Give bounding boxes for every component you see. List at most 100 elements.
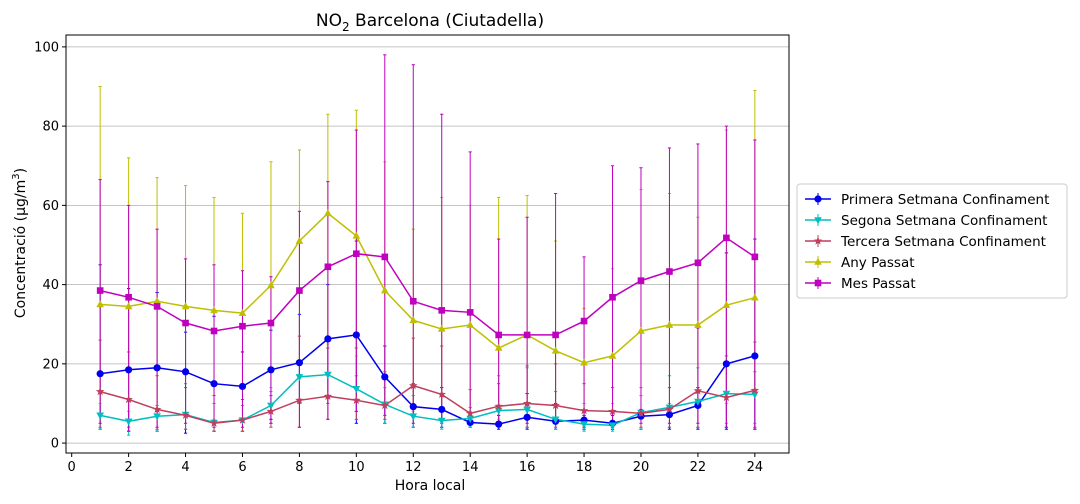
point-s1-0 — [96, 412, 104, 420]
series-lines — [99, 212, 756, 427]
x-tick-label-4: 8 — [295, 460, 303, 475]
point-s4-11 — [409, 297, 417, 305]
ylabel-end: ) — [13, 168, 29, 173]
point-s3-12 — [437, 324, 446, 332]
point-s3-8 — [324, 208, 332, 217]
x-tick-label-12: 24 — [747, 460, 764, 475]
title-main: NO — [316, 11, 342, 31]
legend-label-4: Mes Passat — [841, 276, 916, 292]
point-s1-2 — [153, 413, 161, 421]
point-s3-6 — [267, 281, 275, 289]
legend-entry-4: Mes Passat — [805, 276, 916, 292]
point-s3-17 — [580, 358, 588, 366]
point-s1-17 — [580, 421, 588, 429]
y-tick-label-1: 20 — [42, 357, 59, 372]
point-s4-16 — [552, 331, 559, 339]
point-s3-4 — [210, 306, 218, 314]
point-s4-8 — [324, 263, 332, 271]
point-s2-13 — [465, 408, 475, 418]
legend-label-1: Segona Setmana Confinament — [841, 213, 1047, 229]
point-s2-17 — [579, 406, 589, 415]
point-s2-11 — [408, 381, 418, 390]
point-s2-10 — [380, 400, 390, 410]
legend-marker-4 — [814, 279, 822, 287]
y-axis-label: Concentració (μg/m3) — [11, 168, 29, 318]
point-s3-18 — [608, 351, 617, 359]
x-tick-label-10: 20 — [633, 460, 650, 475]
point-s0-22 — [722, 360, 730, 368]
point-s2-8 — [323, 391, 333, 400]
y-tick-label-2: 40 — [42, 278, 59, 293]
point-s3-22 — [722, 300, 731, 309]
y-tick-label-4: 80 — [42, 120, 59, 135]
point-s1-21 — [694, 398, 702, 406]
x-tick-label-5: 10 — [348, 460, 365, 475]
point-s3-21 — [694, 320, 702, 328]
legend-label-3: Any Passat — [841, 255, 915, 271]
point-s3-0 — [96, 300, 104, 308]
point-s4-17 — [580, 317, 588, 325]
point-s4-15 — [523, 331, 531, 339]
point-s4-18 — [609, 293, 616, 301]
point-s4-5 — [239, 322, 246, 330]
point-s2-0 — [95, 387, 105, 396]
y-tick-label-3: 60 — [42, 199, 59, 214]
point-s2-2 — [152, 404, 162, 414]
point-s4-20 — [666, 268, 673, 275]
point-s4-12 — [438, 307, 446, 314]
point-s0-6 — [267, 366, 275, 374]
x-axis-ticks: 0 2 4 6 8 10 12 14 16 18 20 22 24 — [68, 453, 764, 475]
ylabel-superscript: 3 — [11, 173, 22, 179]
point-s1-18 — [608, 422, 617, 430]
legend-entry-1: Segona Setmana Confinament — [805, 213, 1047, 229]
point-s1-1 — [124, 418, 133, 426]
y-tick-label-0: 0 — [51, 437, 59, 452]
point-s4-22 — [723, 234, 730, 242]
y-tick-label-5: 100 — [34, 40, 59, 55]
point-s2-5 — [238, 415, 247, 424]
legend-marker-2 — [813, 236, 823, 245]
point-s0-3 — [181, 368, 190, 376]
point-s2-9 — [352, 395, 361, 404]
y-axis-ticks: 0 20 40 60 80 100 — [34, 40, 66, 452]
point-s2-3 — [181, 410, 190, 419]
chart-title: NO2 Barcelona (Ciutadella) — [316, 11, 544, 34]
point-s3-1 — [124, 302, 133, 310]
point-s0-2 — [153, 364, 161, 372]
point-s4-6 — [267, 319, 275, 327]
point-s2-19 — [636, 408, 646, 418]
legend-entry-0: Primera Setmana Confinament — [805, 192, 1049, 208]
legend-entry-2: Tercera Setmana Confinament — [805, 234, 1046, 250]
point-s3-3 — [181, 302, 190, 310]
point-s3-19 — [637, 326, 645, 334]
point-s4-4 — [210, 327, 218, 335]
point-s2-21 — [693, 386, 703, 395]
legend-marker-0 — [814, 195, 822, 203]
point-s3-20 — [665, 320, 674, 328]
point-s4-2 — [153, 303, 161, 310]
point-s3-13 — [466, 320, 474, 328]
x-tick-label-6: 12 — [405, 460, 422, 475]
point-s1-11 — [409, 413, 418, 421]
point-s1-8 — [324, 371, 332, 379]
point-s0-10 — [381, 373, 389, 381]
legend-marker-3 — [814, 257, 822, 265]
point-s4-13 — [466, 309, 474, 316]
point-s0-8 — [324, 335, 332, 343]
point-s4-19 — [637, 277, 645, 284]
point-s1-15 — [523, 406, 531, 414]
point-s2-12 — [437, 389, 447, 398]
point-s3-23 — [751, 293, 759, 301]
point-s2-4 — [209, 418, 219, 427]
point-s0-5 — [238, 382, 247, 391]
point-s1-23 — [751, 391, 759, 399]
point-s3-11 — [409, 315, 418, 324]
point-s4-23 — [751, 253, 759, 261]
point-s3-7 — [295, 236, 304, 244]
point-s1-7 — [295, 374, 304, 382]
x-tick-label-3: 6 — [238, 460, 246, 475]
point-s3-9 — [352, 231, 361, 239]
x-tick-label-0: 0 — [68, 460, 76, 475]
point-s4-1 — [125, 293, 132, 301]
